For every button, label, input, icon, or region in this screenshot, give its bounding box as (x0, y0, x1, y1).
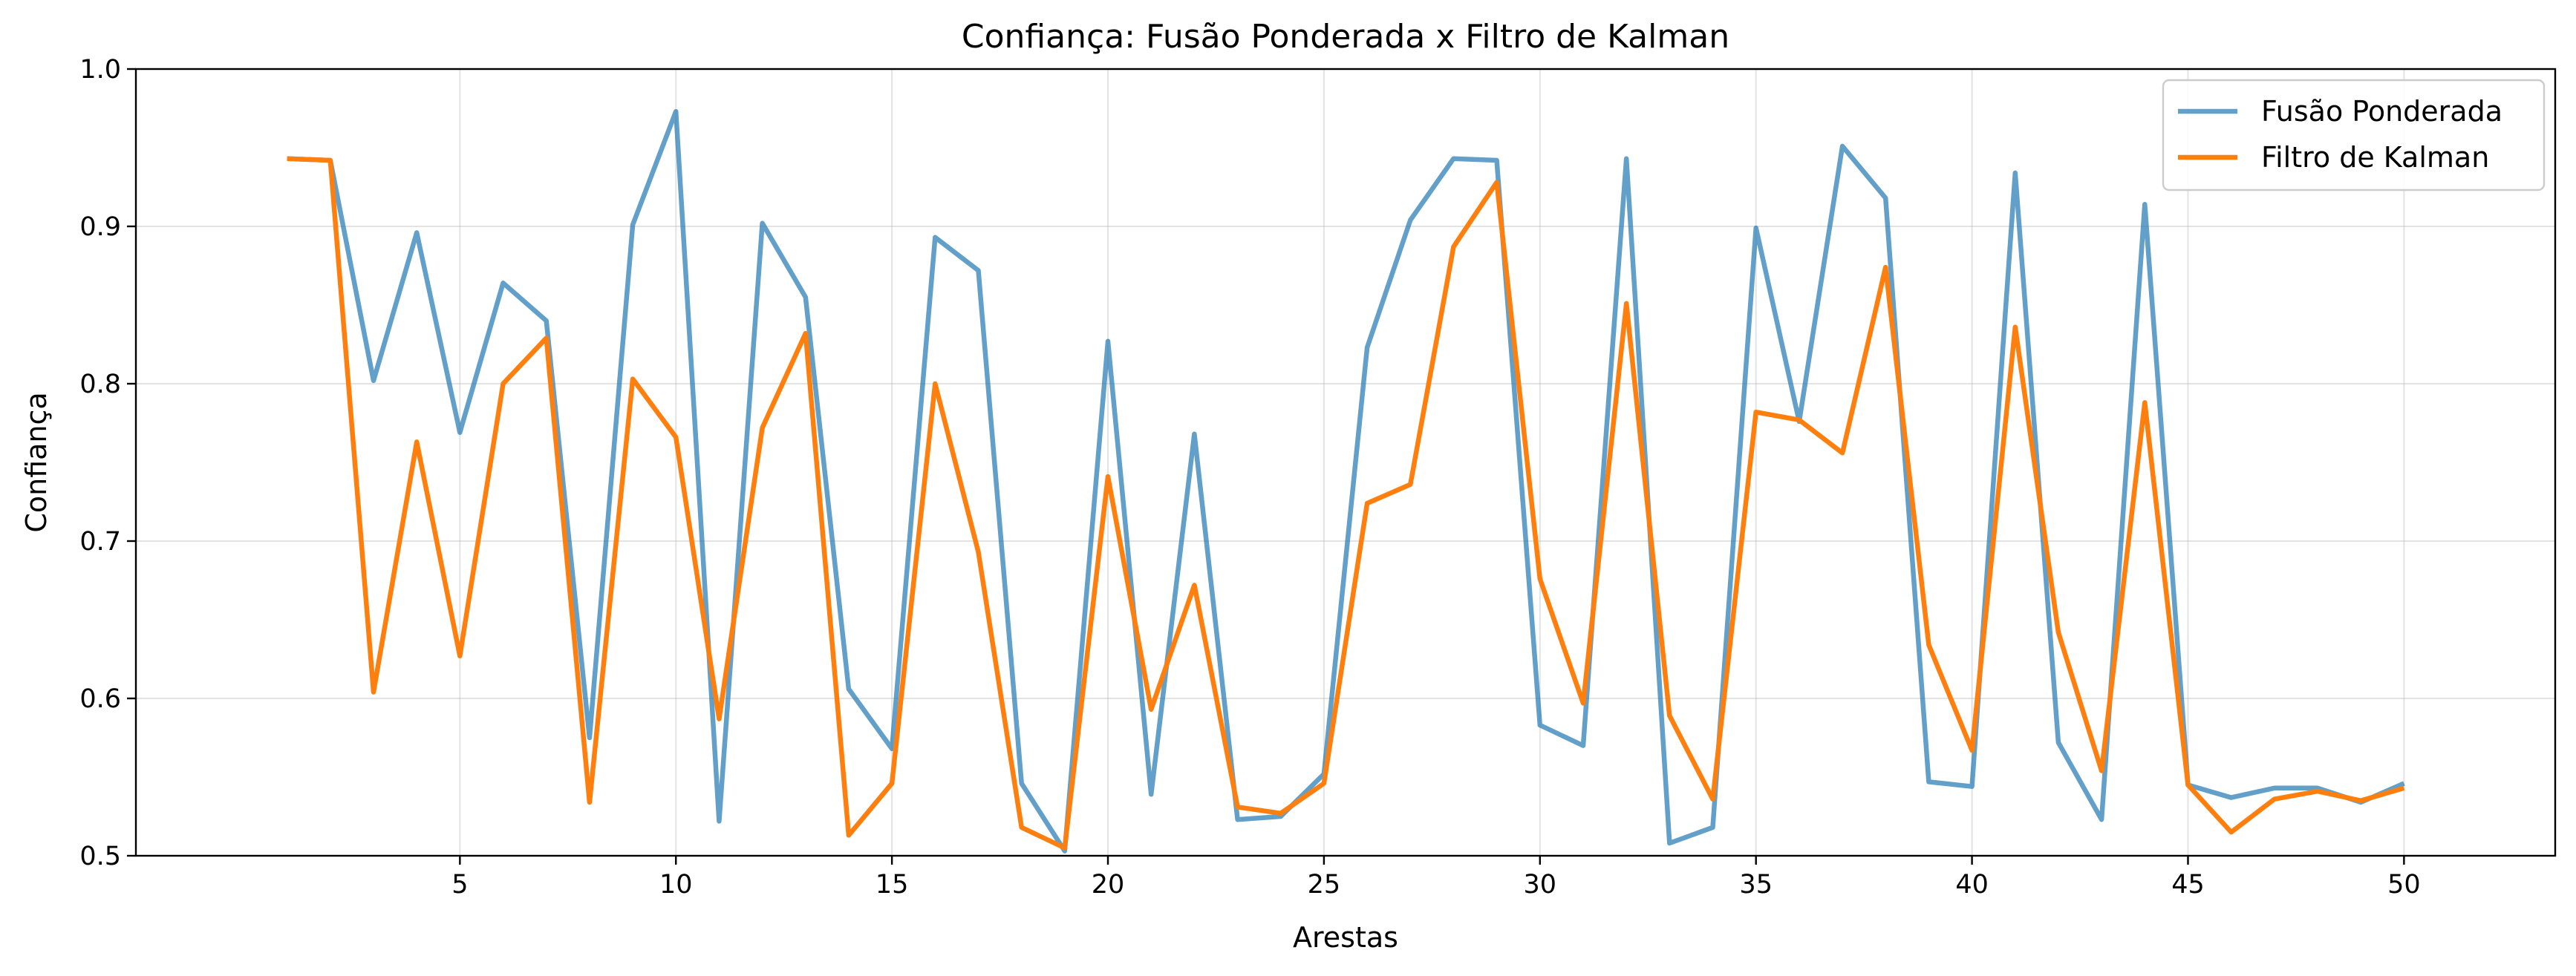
x-axis-ticks: 5 10 15 20 25 30 35 40 45 50 (451, 856, 2421, 900)
x-tick-label: 50 (2387, 870, 2421, 900)
x-tick-label: 35 (1739, 870, 1773, 900)
series-line-1 (287, 108, 2405, 854)
plot-frame (134, 68, 2557, 857)
legend-label: Filtro de Kalman (2261, 141, 2489, 174)
y-axis-ticks: 0.5 0.6 0.7 0.8 0.9 1.0 (79, 55, 136, 871)
x-tick-label: 25 (1308, 870, 1341, 900)
x-tick-label: 20 (1092, 870, 1125, 900)
x-tick-label: 5 (451, 870, 468, 900)
y-axis-label: Confiança (20, 392, 53, 532)
chart-title: Confiança: Fusão Ponderada x Filtro de K… (962, 18, 1729, 56)
y-tick-label: 0.5 (79, 842, 121, 871)
y-tick-label: 0.9 (79, 212, 121, 242)
x-tick-label: 10 (659, 870, 693, 900)
x-tick-label: 30 (1524, 870, 1557, 900)
y-tick-label: 1.0 (79, 55, 121, 85)
y-tick-label: 0.8 (79, 370, 121, 399)
legend-box (2162, 79, 2546, 191)
legend-label: Fusão Ponderada (2261, 95, 2502, 128)
y-tick-label: 0.7 (79, 527, 121, 557)
x-axis-label: Arestas (1293, 921, 1398, 954)
x-tick-label: 40 (1955, 870, 1989, 900)
x-tick-label: 45 (2171, 870, 2205, 900)
y-tick-label: 0.6 (79, 684, 121, 714)
legend: Fusão Ponderada Filtro de Kalman (2162, 79, 2546, 191)
series-line-2 (287, 156, 2405, 851)
series-layer (287, 108, 2405, 854)
x-tick-label: 15 (875, 870, 909, 900)
